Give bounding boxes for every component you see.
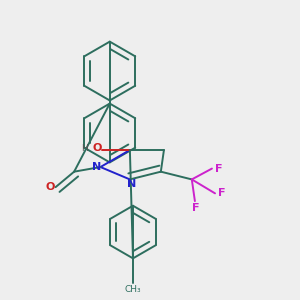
Text: N: N [92,162,101,172]
Text: O: O [45,182,55,192]
Text: N: N [127,179,136,189]
Text: O: O [93,143,102,154]
Text: H: H [82,144,88,153]
Text: F: F [192,203,199,213]
Text: CH₃: CH₃ [125,285,141,294]
Text: F: F [218,188,226,198]
Text: F: F [215,164,223,174]
